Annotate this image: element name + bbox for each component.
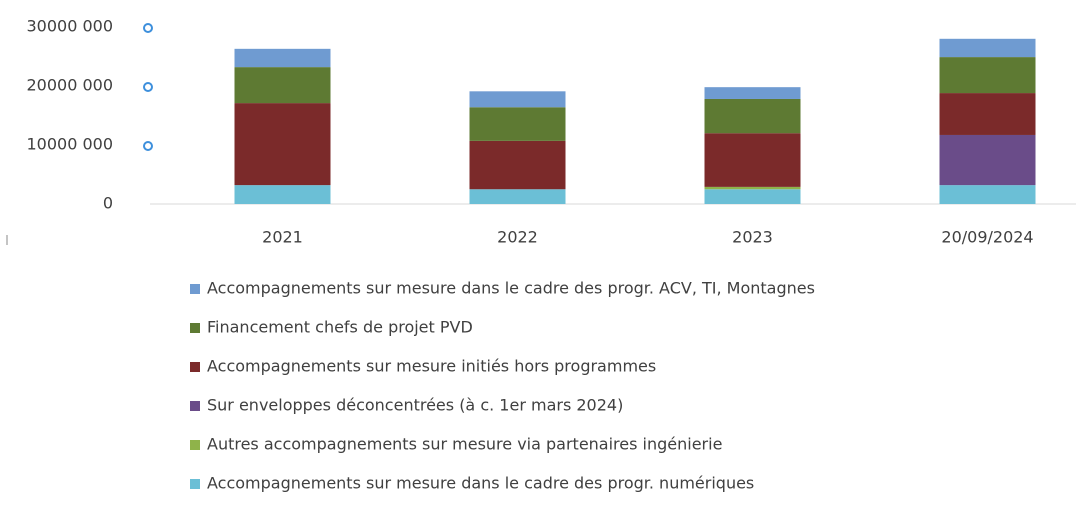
legend-swatch (190, 284, 200, 294)
x-tick-label: 2021 (262, 228, 303, 247)
bar-segment (939, 185, 1036, 204)
bar-segment (469, 189, 566, 204)
legend-swatch (190, 401, 200, 411)
y-tick-label: 30000 000 (26, 17, 113, 36)
selection-handle (143, 82, 153, 92)
bar-segment (234, 67, 331, 104)
bar-segment (234, 103, 331, 186)
bar-segment (939, 38, 1036, 58)
legend-label: Financement chefs de projet PVD (207, 318, 473, 337)
x-tick-label: 20/09/2024 (941, 228, 1033, 247)
bar-segment (939, 93, 1036, 135)
legend-label: Accompagnements sur mesure initiés hors … (207, 357, 656, 376)
y-tick-label: 20000 000 (26, 76, 113, 95)
x-tick-label: 2022 (497, 228, 538, 247)
bar-segment (704, 189, 801, 204)
legend-swatch (190, 362, 200, 372)
bar-segment (939, 134, 1036, 186)
y-tick-label: 0 (103, 194, 113, 213)
bar-segment (469, 140, 566, 190)
selection-handle (143, 141, 153, 151)
legend-label: Autres accompagnements sur mesure via pa… (207, 435, 722, 454)
bar-segment (469, 91, 566, 108)
legend-label: Sur enveloppes déconcentrées (à c. 1er m… (207, 396, 623, 415)
legend-label: Accompagnements sur mesure dans le cadre… (207, 474, 754, 493)
bar-segment (704, 87, 801, 99)
bar-segment (234, 48, 331, 68)
legend-label: Accompagnements sur mesure dans le cadre… (207, 279, 815, 298)
legend-swatch (190, 440, 200, 450)
bar-segment (939, 57, 1036, 94)
bar-segment (469, 107, 566, 141)
bar-segment (234, 185, 331, 204)
bar-segment (704, 186, 801, 190)
x-tick-label: 2023 (732, 228, 773, 247)
bar-segment (704, 133, 801, 187)
legend-swatch (190, 479, 200, 489)
y-tick-label: 10000 000 (26, 135, 113, 154)
legend-swatch (190, 323, 200, 333)
selection-handle (143, 23, 153, 33)
bar-segment (704, 98, 801, 134)
